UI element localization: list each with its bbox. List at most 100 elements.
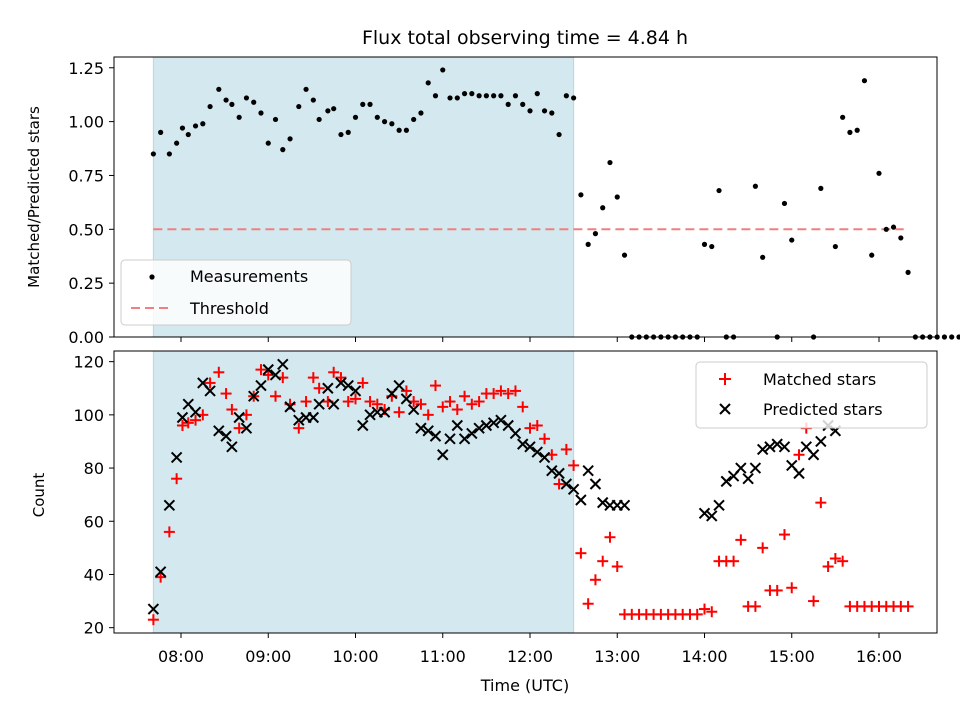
measurement-point bbox=[251, 99, 257, 105]
matched-star-point bbox=[350, 393, 361, 405]
bottom-axes-frame bbox=[113, 350, 938, 634]
predicted-star-point bbox=[582, 465, 594, 477]
predicted-star-point bbox=[364, 409, 376, 421]
predicted-star-point bbox=[495, 414, 507, 426]
matched-star-point bbox=[582, 598, 594, 610]
predicted-star-point bbox=[764, 441, 776, 453]
matched-star-point bbox=[437, 401, 449, 413]
matched-star-point bbox=[233, 422, 245, 434]
predicted-star-point bbox=[524, 441, 536, 453]
matched-star-point bbox=[771, 584, 783, 596]
matched-star-point bbox=[307, 372, 319, 384]
matched-star-point bbox=[190, 414, 202, 426]
legend-predicted-label: Predicted stars bbox=[763, 400, 883, 419]
predicted-star-point bbox=[778, 441, 791, 453]
matched-star-point bbox=[531, 419, 543, 431]
measurement-point bbox=[818, 185, 824, 191]
measurement-point bbox=[571, 95, 577, 101]
predicted-star-point bbox=[176, 411, 189, 424]
predicted-star-point bbox=[480, 419, 493, 432]
predicted-star-point bbox=[451, 419, 463, 432]
predicted-star-point bbox=[720, 475, 733, 488]
measurement-point bbox=[890, 224, 897, 230]
measurement-point bbox=[716, 187, 722, 194]
predicted-star-point bbox=[293, 414, 305, 426]
matched-star-point bbox=[293, 422, 305, 434]
y-tick-label: 0.75 bbox=[68, 166, 104, 185]
measurement-point bbox=[585, 241, 591, 247]
matched-star-point bbox=[589, 574, 601, 586]
measurement-point bbox=[440, 67, 446, 73]
matched-star-point bbox=[415, 398, 427, 410]
measurement-point bbox=[556, 131, 562, 138]
matched-star-point bbox=[400, 385, 412, 397]
legend-measurements-label: Measurements bbox=[190, 267, 308, 286]
matched-star-point bbox=[553, 478, 565, 490]
measurement-point bbox=[854, 127, 860, 133]
predicted-star-point bbox=[575, 494, 587, 506]
measurement-point bbox=[847, 129, 853, 135]
matched-star-point bbox=[706, 606, 718, 618]
predicted-star-point bbox=[407, 403, 420, 416]
matched-star-point bbox=[495, 385, 507, 397]
measurement-point bbox=[432, 93, 439, 99]
y-tick-label: 40 bbox=[84, 565, 104, 584]
measurement-point bbox=[956, 334, 960, 340]
x-tick-label: 10:00 bbox=[332, 647, 378, 666]
predicted-star-point bbox=[307, 411, 320, 424]
matched-star-point bbox=[459, 390, 471, 402]
predicted-star-point bbox=[567, 483, 580, 496]
x-tick-label: 16:00 bbox=[856, 647, 902, 666]
predicted-star-point bbox=[487, 417, 500, 429]
ratio-panel: 0.00 0.25 0.50 0.75 1.00 1.25 Flux total obse… bbox=[25, 27, 960, 347]
matched-star-point bbox=[829, 553, 841, 565]
y-tick-label: 0.25 bbox=[68, 274, 104, 293]
measurement-point bbox=[549, 110, 555, 116]
measurement-point bbox=[861, 78, 868, 84]
measurement-point bbox=[229, 101, 235, 107]
matched-star-point bbox=[691, 608, 703, 620]
x-tick-label: 12:00 bbox=[507, 647, 553, 666]
measurement-point bbox=[174, 140, 180, 146]
matched-star-point bbox=[517, 401, 529, 413]
x-tick-label: 14:00 bbox=[681, 647, 727, 666]
matched-star-point bbox=[786, 582, 798, 594]
predicted-star-point bbox=[756, 443, 769, 456]
predicted-star-point bbox=[170, 451, 183, 464]
measurement-point bbox=[491, 93, 497, 99]
matched-star-point bbox=[182, 417, 194, 429]
matched-star-point bbox=[575, 547, 587, 559]
measurement-point bbox=[287, 136, 293, 142]
measurement-point bbox=[789, 237, 795, 243]
matched-star-point bbox=[808, 595, 820, 607]
predicted-star-point bbox=[349, 385, 362, 397]
predicted-star-point bbox=[458, 433, 471, 445]
matched-star-point bbox=[371, 398, 383, 410]
measurement-point bbox=[941, 334, 948, 340]
matched-star-point bbox=[147, 614, 159, 626]
measurement-point bbox=[483, 93, 489, 99]
measurement-point bbox=[272, 116, 279, 123]
matched-star-point bbox=[213, 366, 225, 378]
measurement-point bbox=[832, 243, 838, 250]
matched-star-point bbox=[451, 404, 463, 416]
predicted-star-point bbox=[466, 427, 478, 440]
matched-star-point bbox=[728, 555, 740, 567]
measurement-point bbox=[243, 95, 250, 101]
measurement-point bbox=[418, 110, 424, 116]
predicted-star-point bbox=[706, 510, 718, 522]
measurement-point bbox=[310, 97, 316, 103]
x-tick-label: 11:00 bbox=[420, 647, 466, 666]
matched-star-point bbox=[466, 398, 478, 410]
matched-star-point bbox=[793, 449, 805, 461]
y-tick-label: 60 bbox=[84, 512, 104, 531]
top-y-ticks: 0.00 0.25 0.50 0.75 1.00 1.25 bbox=[68, 59, 114, 347]
measurement-point bbox=[505, 101, 511, 107]
measurement-point bbox=[469, 91, 475, 97]
predicted-star-point bbox=[400, 393, 413, 405]
measurement-point bbox=[345, 129, 351, 135]
predicted-star-point bbox=[269, 369, 282, 381]
predicted-star-point bbox=[546, 465, 558, 477]
predicted-star-point bbox=[517, 438, 529, 450]
